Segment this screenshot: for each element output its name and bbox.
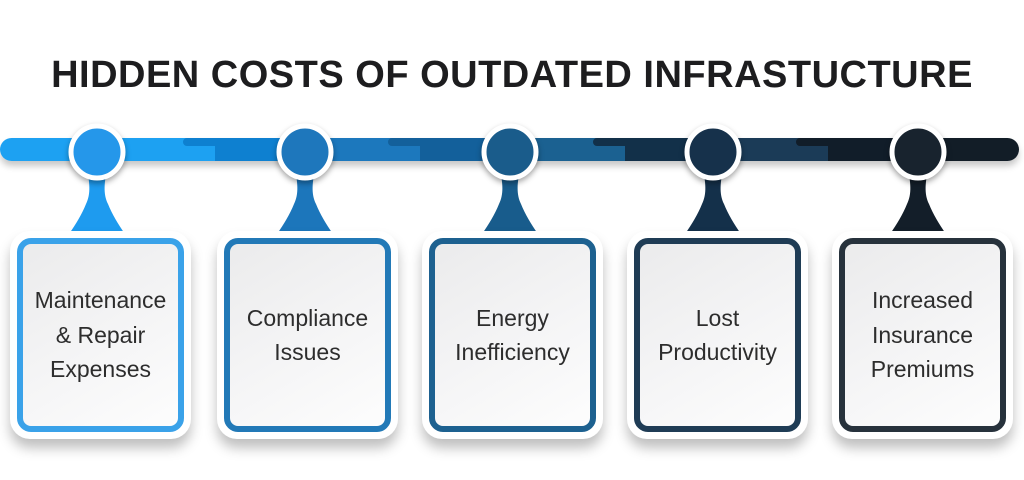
timeline-step-3 [593,138,635,146]
card-label: Lost Productivity [658,304,777,366]
node-circle [276,123,334,181]
cost-card-frame: Increased Insurance Premiums [839,238,1006,432]
card-label: Maintenance & Repair Expenses [34,287,167,383]
card-label: Energy Inefficiency [455,304,570,366]
node-graphic [481,123,539,234]
timeline-node-4 [668,108,758,240]
node-graphic [889,123,947,234]
node-circle [889,123,947,181]
cost-card-frame: Lost Productivity [634,238,801,432]
node-graphic [68,123,126,234]
timeline-step-2 [388,138,430,146]
node-stem [482,166,538,234]
node-circle [684,123,742,181]
timeline-step-1 [183,138,225,146]
node-circle [68,123,126,181]
page-title: HIDDEN COSTS OF OUTDATED INFRASTUCTURE [51,54,973,96]
timeline-node-2 [260,108,350,240]
timeline-node-1 [52,108,142,240]
cost-card-frame: Energy Inefficiency [429,238,596,432]
cost-card-5: Increased Insurance Premiums [832,231,1013,439]
cost-card-1: Maintenance & Repair Expenses [10,231,191,439]
timeline-node-3 [465,108,555,240]
timeline-step-4 [796,138,838,146]
card-label: Compliance Issues [246,304,369,366]
cost-card-2: Compliance Issues [217,231,398,439]
node-graphic [276,123,334,234]
node-stem [890,166,946,234]
cost-card-3: Energy Inefficiency [422,231,603,439]
node-circle [481,123,539,181]
node-graphic [684,123,742,234]
node-stem [69,166,125,234]
card-label: Increased Insurance Premiums [870,287,975,383]
cost-card-frame: Maintenance & Repair Expenses [17,238,184,432]
node-stem [685,166,741,234]
cost-card-frame: Compliance Issues [224,238,391,432]
cost-card-4: Lost Productivity [627,231,808,439]
node-stem [277,166,333,234]
timeline-node-5 [873,108,963,240]
